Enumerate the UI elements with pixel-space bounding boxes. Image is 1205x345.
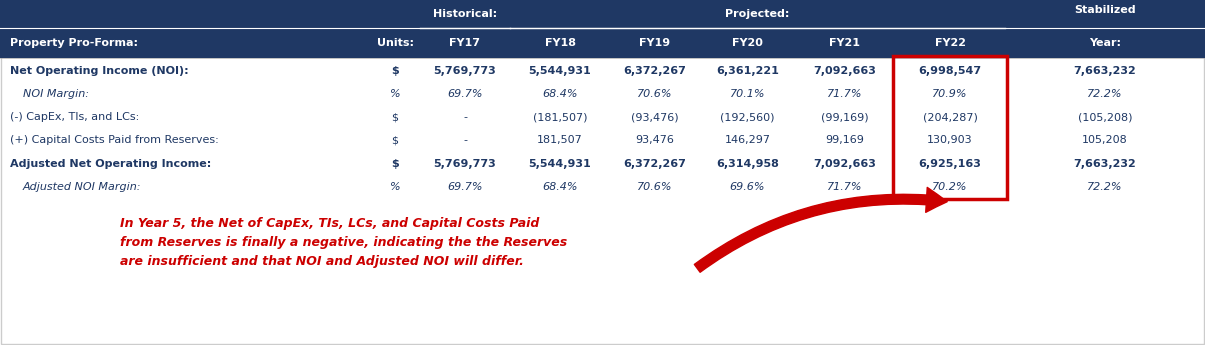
- Text: Net Operating Income (NOI):: Net Operating Income (NOI):: [10, 66, 189, 76]
- Text: (93,476): (93,476): [631, 112, 678, 122]
- Text: In Year 5, the Net of CapEx, TIs, LCs, and Capital Costs Paid
from Reserves is f: In Year 5, the Net of CapEx, TIs, LCs, a…: [120, 217, 568, 268]
- Text: -: -: [463, 112, 468, 122]
- Text: 72.2%: 72.2%: [1087, 182, 1123, 192]
- Text: NOI Margin:: NOI Margin:: [23, 89, 89, 99]
- Text: 99,169: 99,169: [825, 136, 864, 146]
- Text: 6,925,163: 6,925,163: [918, 159, 981, 169]
- Text: 6,314,958: 6,314,958: [716, 159, 778, 169]
- Text: 6,372,267: 6,372,267: [623, 66, 687, 76]
- Text: (204,287): (204,287): [923, 112, 977, 122]
- Text: %: %: [389, 89, 400, 99]
- Text: Historical:: Historical:: [433, 9, 496, 19]
- FancyArrowPatch shape: [694, 187, 947, 272]
- Text: 6,361,221: 6,361,221: [716, 66, 778, 76]
- Text: 105,208: 105,208: [1082, 136, 1128, 146]
- Text: 181,507: 181,507: [537, 136, 583, 146]
- Text: 69.6%: 69.6%: [730, 182, 765, 192]
- Text: (181,507): (181,507): [533, 112, 587, 122]
- Text: 7,092,663: 7,092,663: [813, 159, 876, 169]
- Text: (105,208): (105,208): [1077, 112, 1133, 122]
- Text: FY19: FY19: [640, 38, 670, 48]
- Text: 6,372,267: 6,372,267: [623, 159, 687, 169]
- Text: 5,769,773: 5,769,773: [434, 66, 496, 76]
- Text: (+) Capital Costs Paid from Reserves:: (+) Capital Costs Paid from Reserves:: [10, 136, 219, 146]
- Text: FY17: FY17: [449, 38, 481, 48]
- Text: 7,092,663: 7,092,663: [813, 66, 876, 76]
- Bar: [893, 56, 1007, 199]
- Text: 7,663,232: 7,663,232: [1074, 66, 1136, 76]
- Text: FY20: FY20: [733, 38, 763, 48]
- Text: 7,663,232: 7,663,232: [1074, 159, 1136, 169]
- Text: FY22: FY22: [935, 38, 965, 48]
- Text: 68.4%: 68.4%: [542, 89, 577, 99]
- Text: $: $: [392, 159, 399, 169]
- Bar: [0, 28, 1205, 58]
- Text: Units:: Units:: [376, 38, 413, 48]
- Text: $: $: [392, 136, 399, 146]
- Text: 70.6%: 70.6%: [637, 89, 672, 99]
- Text: Property Pro-Forma:: Property Pro-Forma:: [10, 38, 139, 48]
- Text: Adjusted Net Operating Income:: Adjusted Net Operating Income:: [10, 159, 211, 169]
- Text: 146,297: 146,297: [724, 136, 770, 146]
- Text: $: $: [392, 66, 399, 76]
- Text: FY21: FY21: [829, 38, 860, 48]
- Text: 130,903: 130,903: [927, 136, 972, 146]
- Text: $: $: [392, 112, 399, 122]
- Text: -: -: [463, 136, 468, 146]
- Text: 68.4%: 68.4%: [542, 182, 577, 192]
- Text: 70.2%: 70.2%: [933, 182, 968, 192]
- Text: Year:: Year:: [1089, 38, 1121, 48]
- Text: Adjusted NOI Margin:: Adjusted NOI Margin:: [23, 182, 141, 192]
- Text: 5,544,931: 5,544,931: [529, 66, 592, 76]
- Text: 71.7%: 71.7%: [828, 182, 863, 192]
- Bar: [0, 0, 1205, 28]
- Text: 72.2%: 72.2%: [1087, 89, 1123, 99]
- Text: Stabilized: Stabilized: [1074, 5, 1136, 15]
- Text: Projected:: Projected:: [725, 9, 789, 19]
- Text: 70.6%: 70.6%: [637, 182, 672, 192]
- Text: 6,998,547: 6,998,547: [918, 66, 982, 76]
- Text: 70.9%: 70.9%: [933, 89, 968, 99]
- Text: 93,476: 93,476: [635, 136, 675, 146]
- Text: 5,769,773: 5,769,773: [434, 159, 496, 169]
- Text: FY18: FY18: [545, 38, 576, 48]
- Text: 69.7%: 69.7%: [447, 89, 483, 99]
- Text: 71.7%: 71.7%: [828, 89, 863, 99]
- Text: %: %: [389, 182, 400, 192]
- Text: (192,560): (192,560): [721, 112, 775, 122]
- Text: (-) CapEx, TIs, and LCs:: (-) CapEx, TIs, and LCs:: [10, 112, 140, 122]
- Text: 69.7%: 69.7%: [447, 182, 483, 192]
- Text: 5,544,931: 5,544,931: [529, 159, 592, 169]
- Text: 70.1%: 70.1%: [730, 89, 765, 99]
- Text: (99,169): (99,169): [821, 112, 869, 122]
